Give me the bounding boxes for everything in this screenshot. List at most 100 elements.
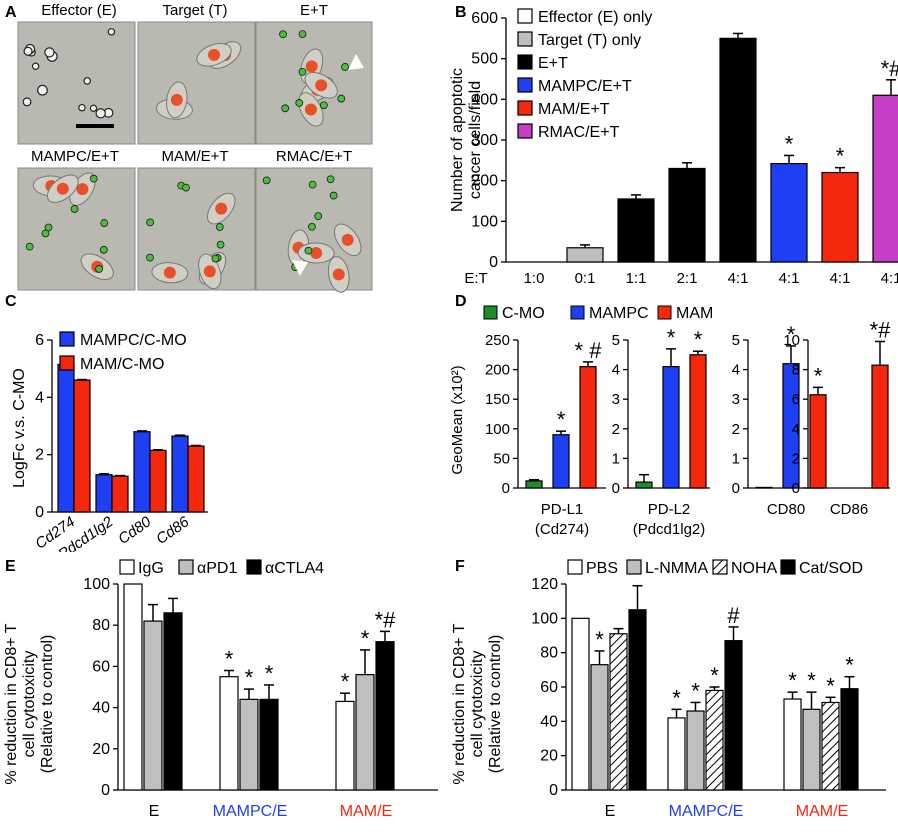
chart-b-legend-label: MAM/E+T (538, 101, 610, 118)
chart-f-category-label: E (605, 803, 616, 820)
chart-b-ylabel-line1: Number of apoptotic (449, 68, 466, 212)
chart-c-legend-label: MAM/C-MO (80, 356, 164, 373)
chart-f-y-tick-label: 40 (540, 713, 558, 730)
chart-f-y-tick-label: 100 (531, 610, 558, 627)
effector-green (216, 240, 225, 249)
chart-f-y-tick-label: 120 (531, 576, 558, 593)
chart-c-bar (111, 475, 129, 513)
effector-green (295, 99, 304, 107)
chart-d-sub1-y-tick-label: 1 (612, 450, 620, 467)
chart-f-y-tick-label: 0 (549, 782, 558, 799)
chart-c-bar (171, 435, 189, 513)
chart-b-legend-label: Target (T) only (538, 32, 641, 49)
chart-d-sub2-y-tick-label: 4 (732, 362, 740, 379)
chart-f-ylabel: cell cytotoxicity (469, 651, 486, 758)
chart-b-legend-label: Effector (E) only (538, 9, 652, 26)
chart-d-sub0-y-tick-label: 50 (493, 450, 510, 467)
chart-d-bar (635, 481, 653, 489)
chart-f-ylabel: (Relative to control) (487, 635, 504, 774)
chart-c-legend-swatch (59, 331, 75, 347)
chart-b-category-label: 4:1 (881, 270, 898, 287)
chart-c-legend-label: MAMPC/C-MO (80, 332, 187, 349)
chart-d-bar (809, 394, 827, 489)
micrograph-label-mam: MAM/E+T (161, 148, 229, 165)
significance-mark: * (814, 363, 823, 388)
chart-f-legend-label: L-NMMA (645, 560, 708, 577)
significance-mark: * (595, 627, 604, 652)
chart-d-sub1-label: (Pdcd1lg2) (633, 521, 706, 538)
effector-green (25, 242, 34, 251)
effector-green (337, 94, 346, 103)
micrograph-1 (137, 21, 256, 145)
effector-cell (31, 62, 40, 71)
effector-green (298, 68, 307, 76)
chart-f-legend-swatch (780, 559, 796, 575)
chart-e-y-tick-label: 60 (92, 658, 110, 675)
micrograph-label-et: E+T (300, 2, 328, 19)
chart-d-sub3-y-tick-label: 6 (792, 391, 800, 408)
nucleus-red (305, 60, 318, 73)
chart-b-legend-swatch (517, 31, 533, 47)
effector-green (298, 30, 307, 38)
chart-d-sub3-y-tick-label: 8 (792, 362, 800, 379)
chart-d-bar (689, 354, 707, 489)
effector-green (215, 223, 224, 231)
significance-mark: *# (870, 317, 892, 342)
chart-d-sub2-y-tick-label: 5 (732, 332, 740, 349)
chart-e-category-label: MAMPC/E (213, 803, 288, 820)
chart-b-category-label: 0:1 (575, 270, 596, 287)
chart-b-bar (770, 162, 808, 263)
chart-f-legend-label: PBS (586, 560, 618, 577)
significance-mark: * (785, 131, 794, 156)
effector-cell (37, 84, 48, 96)
chart-d-sub2-y-tick-label: 2 (732, 421, 740, 438)
chart-e-category-label: MAM/E (340, 803, 392, 820)
effector-green (95, 265, 103, 273)
chart-f-bar (705, 689, 724, 791)
significance-mark: * (265, 661, 274, 686)
micrograph-label-rmac: RMAC/E+T (275, 148, 353, 165)
chart-f-bar (667, 717, 686, 791)
effector-green (279, 30, 287, 39)
chart-c-y-tick-label: 6 (35, 332, 44, 349)
chart-d-legend-label: MAMPC (589, 305, 649, 322)
chart-e-ylabel: cell cytotoxicity (21, 651, 38, 758)
significance-mark: *# (881, 56, 898, 81)
chart-e-ylabel: (Relative to control) (39, 635, 56, 774)
significance-mark: * (845, 653, 854, 678)
chart-c-y-tick-label: 0 (35, 504, 44, 521)
chart-b-category-label: 4:1 (728, 270, 749, 287)
chart-b-legend-label: E+T (538, 55, 568, 72)
chart-d-sub0-y-tick-label: 0 (502, 480, 510, 497)
chart-b-legend-swatch (517, 100, 533, 116)
chart-f-legend-label: NOHA (731, 560, 778, 577)
chart-d-bar (871, 364, 889, 489)
chart-e-y-tick-label: 40 (92, 700, 110, 717)
chart-e-bar (239, 698, 259, 791)
chart-b-legend-label: MAMPC/E+T (538, 78, 632, 95)
chart-f-y-tick-label: 80 (540, 645, 558, 662)
chart-b-bar (821, 171, 859, 263)
chart-d-sub1-y-tick-label: 3 (612, 391, 620, 408)
chart-b-y-tick-label: 600 (471, 10, 498, 27)
chart-e-ylabel: % reduction in CD8+ T (3, 623, 20, 784)
chart-b-y-tick-label: 100 (471, 213, 498, 230)
chart-e-legend-label: IgG (138, 560, 164, 577)
chart-d-legend-swatch (570, 305, 585, 320)
significance-mark: * (694, 327, 703, 352)
chart-b-category-label: 1:1 (626, 270, 647, 287)
effector-cell (44, 47, 55, 58)
chart-e-y-tick-label: 80 (92, 617, 110, 634)
chart-f-legend-swatch (567, 559, 583, 575)
micrograph-grid (17, 21, 373, 293)
chart-b-y-tick-label: 400 (471, 91, 498, 108)
chart-e-bar (335, 700, 355, 791)
effector-green (41, 229, 50, 238)
chart-d-ylabel: GeoMean (x10²) (449, 365, 466, 474)
chart-e-category-label: E (149, 803, 160, 820)
chart-c-bar (133, 431, 151, 513)
chart-d-sub1-y-tick-label: 2 (612, 421, 620, 438)
significance-mark: * (557, 407, 566, 432)
chart-c-y-tick-label: 4 (35, 389, 44, 406)
